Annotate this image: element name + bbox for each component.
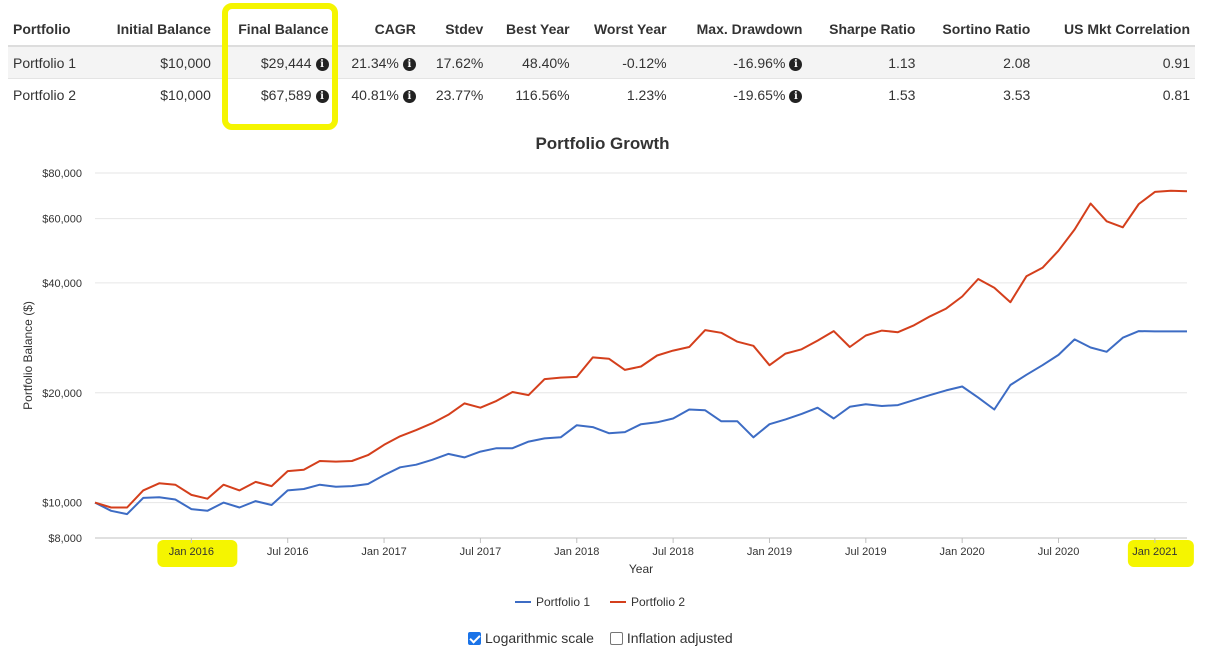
final-balance-value: $67,589	[260, 86, 312, 103]
drawdown-value: -16.96%	[733, 54, 786, 71]
cell-us-mkt-correlation: 0.91	[1035, 46, 1195, 79]
header-sharpe-ratio[interactable]: Sharpe Ratio	[807, 13, 921, 47]
cell-best-year: 48.40%	[488, 46, 575, 79]
cell-sharpe-ratio: 1.13	[807, 46, 921, 79]
cell-portfolio-name: Portfolio 1	[8, 46, 94, 79]
header-final-balance[interactable]: Final Balance	[215, 13, 334, 47]
header-best-year[interactable]: Best Year	[488, 13, 575, 47]
cell-stdev: 17.62%	[420, 46, 489, 79]
y-tick-label: $20,000	[42, 388, 82, 400]
info-icon[interactable]: i	[789, 57, 803, 71]
final-balance-value: $29,444	[260, 54, 312, 71]
header-stdev[interactable]: Stdev	[420, 13, 489, 47]
info-icon[interactable]: i	[402, 89, 416, 103]
x-tick-label: Jul 2019	[845, 546, 887, 558]
drawdown-value: -19.65%	[733, 86, 786, 103]
chart-options: Logarithmic scale Inflation adjusted	[468, 630, 745, 648]
series-line-2	[94, 189, 1188, 509]
log-scale-label: Logarithmic scale	[485, 630, 594, 646]
info-icon[interactable]: i	[789, 89, 803, 103]
cell-best-year: 116.56%	[488, 78, 575, 110]
y-tick-label: $10,000	[42, 498, 82, 510]
info-icon[interactable]: i	[402, 57, 416, 71]
cell-sortino-ratio: 2.08	[920, 46, 1036, 79]
inflation-label: Inflation adjusted	[626, 630, 733, 646]
x-tick-label: Jan 2020	[940, 546, 985, 558]
cell-stdev: 23.77%	[420, 78, 489, 110]
x-tick-label: Jul 2018	[652, 546, 694, 558]
x-tick-label: Jul 2016	[267, 546, 309, 558]
highlight-mark-jan-2016	[157, 540, 238, 567]
final-balance-highlight	[222, 3, 338, 130]
log-scale-checkbox[interactable]	[468, 631, 481, 645]
cell-max-drawdown: -16.96% i	[671, 46, 808, 79]
cell-cagr: 21.34% i	[333, 46, 421, 79]
header-cagr[interactable]: CAGR	[333, 13, 421, 47]
cell-worst-year: 1.23%	[574, 78, 672, 110]
series-line-1	[94, 330, 1187, 516]
header-initial-balance[interactable]: Initial Balance	[93, 13, 216, 47]
y-tick-label: $60,000	[42, 214, 82, 226]
cell-final-balance: $67,589 i	[215, 78, 334, 110]
info-icon[interactable]: i	[315, 89, 329, 103]
x-tick-label: Jul 2020	[1038, 546, 1080, 558]
chart-title: Portfolio Growth	[535, 134, 670, 153]
y-tick-label: $8,000	[48, 533, 82, 545]
y-tick-label: $80,000	[42, 168, 82, 180]
header-max-drawdown[interactable]: Max. Drawdown	[671, 13, 808, 47]
x-axis-title: Year	[629, 562, 653, 576]
y-axis-title: Portfolio Balance ($)	[21, 301, 35, 410]
y-tick-label: $40,000	[42, 278, 82, 290]
portfolio-growth-chart: $8,000 $10,000 $20,000 $40,000 $60,000 $80,00…	[21, 168, 1194, 609]
cell-cagr: 40.81% i	[333, 78, 421, 110]
legend-label: Portfolio 2	[631, 595, 685, 609]
x-tick-label: Jul 2017	[460, 546, 502, 558]
cell-initial-balance: $10,000	[93, 46, 216, 79]
header-us-mkt-correlation[interactable]: US Mkt Correlation	[1035, 13, 1195, 47]
cell-max-drawdown: -19.65% i	[671, 78, 808, 110]
header-sortino-ratio[interactable]: Sortino Ratio	[920, 13, 1036, 47]
info-icon[interactable]: i	[315, 57, 329, 71]
legend-label: Portfolio 1	[536, 595, 590, 609]
cell-portfolio-name: Portfolio 2	[8, 78, 94, 110]
cell-sharpe-ratio: 1.53	[807, 78, 921, 110]
table-row: Portfolio 2 $10,000 $67,589 i 40.81% i 23.…	[8, 78, 1195, 110]
inflation-checkbox[interactable]	[609, 631, 623, 645]
x-tick-label: Jan 2019	[747, 546, 792, 558]
cell-initial-balance: $10,000	[93, 78, 216, 110]
header-worst-year[interactable]: Worst Year	[574, 13, 672, 47]
x-tick-label: Jan 2017	[361, 546, 406, 558]
cagr-value: 21.34%	[351, 54, 399, 71]
x-tick-label: Jan 2016	[169, 546, 214, 558]
x-tick-label: Jan 2021	[1132, 546, 1177, 558]
cell-sortino-ratio: 3.53	[920, 78, 1036, 110]
cagr-value: 40.81%	[351, 86, 399, 103]
cell-us-mkt-correlation: 0.81	[1035, 78, 1195, 110]
cell-worst-year: -0.12%	[574, 46, 672, 79]
log-scale-option[interactable]: Logarithmic scale	[468, 630, 594, 646]
cell-final-balance: $29,444 i	[215, 46, 334, 79]
x-tick-label: Jan 2018	[554, 546, 599, 558]
table-header-row: Portfolio Initial Balance Final Balance …	[8, 13, 1195, 47]
highlight-mark-jan-2021	[1127, 540, 1194, 567]
header-portfolio[interactable]: Portfolio	[8, 13, 94, 47]
stats-table: Portfolio Initial Balance Final Balance …	[8, 13, 1195, 110]
inflation-option[interactable]: Inflation adjusted	[609, 630, 733, 646]
table-row: Portfolio 1 $10,000 $29,444 i 21.34% i 17.…	[8, 46, 1195, 79]
